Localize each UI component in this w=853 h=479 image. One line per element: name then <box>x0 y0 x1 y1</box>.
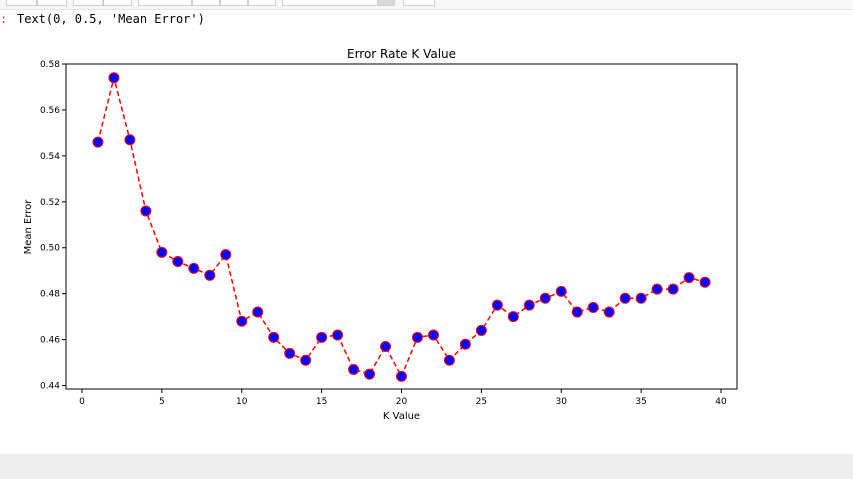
data-point-k-31 <box>571 306 583 318</box>
x-tick-label: 35 <box>635 397 646 407</box>
data-point-k-21 <box>411 331 423 343</box>
x-axis-label: K Value <box>383 411 420 422</box>
toolbar-button[interactable] <box>37 0 67 6</box>
x-tick-label: 20 <box>396 397 408 407</box>
data-point-k-30 <box>555 285 567 297</box>
data-point-k-9 <box>220 249 232 261</box>
y-tick-label: 0.56 <box>40 106 60 116</box>
data-point-k-37 <box>667 283 679 295</box>
data-point-k-10 <box>236 315 248 327</box>
data-point-k-19 <box>380 341 392 353</box>
toolbar-button[interactable] <box>403 0 435 6</box>
toolbar-button[interactable] <box>6 0 37 6</box>
data-point-k-34 <box>619 292 631 304</box>
toolbar-button[interactable] <box>220 0 248 6</box>
data-point-k-13 <box>284 347 296 359</box>
data-point-k-7 <box>188 262 200 274</box>
data-point-k-26 <box>491 299 503 311</box>
output-text: Text(0, 0.5, 'Mean Error') <box>17 12 205 26</box>
data-point-k-36 <box>651 283 663 295</box>
plot-area <box>65 63 738 390</box>
x-tick-label: 5 <box>159 397 165 407</box>
toolbar-button[interactable] <box>192 0 220 6</box>
x-tick-label: 30 <box>556 397 568 407</box>
data-point-k-16 <box>332 329 344 341</box>
y-tick-label: 0.48 <box>40 290 60 300</box>
data-point-k-4 <box>140 205 152 217</box>
data-point-k-12 <box>268 331 280 343</box>
notebook-bottom-area <box>0 454 853 479</box>
error-rate-chart: Error Rate K Value K Value Mean Error 0 5… <box>23 47 738 422</box>
series-markers <box>92 72 711 382</box>
notebook-toolbar <box>0 0 853 10</box>
data-point-k-6 <box>172 256 184 268</box>
data-point-k-35 <box>635 292 647 304</box>
data-point-k-28 <box>523 299 535 311</box>
toolbar-button[interactable] <box>73 0 103 6</box>
output-prompt: : <box>0 12 8 26</box>
data-point-k-2 <box>108 72 120 84</box>
chart-title: Error Rate K Value <box>347 47 456 61</box>
data-point-k-1 <box>92 136 104 148</box>
x-ticks: 0 5 10 15 20 25 30 35 40 <box>79 389 727 407</box>
toolbar-button[interactable] <box>248 0 276 6</box>
data-point-k-22 <box>427 329 439 341</box>
x-tick-label: 40 <box>715 397 727 407</box>
y-tick-label: 0.54 <box>40 152 60 162</box>
data-point-k-5 <box>156 246 168 258</box>
data-point-k-14 <box>300 354 312 366</box>
data-point-k-20 <box>396 370 407 382</box>
y-ticks: 0.44 0.46 0.48 0.50 0.52 0.54 0.56 0.58 <box>40 60 66 392</box>
cell-type-select[interactable] <box>282 0 395 6</box>
x-tick-label: 10 <box>236 397 248 407</box>
x-tick-label: 0 <box>79 397 85 407</box>
y-tick-label: 0.44 <box>40 382 60 392</box>
data-point-k-15 <box>316 331 328 343</box>
data-point-k-29 <box>539 292 551 304</box>
data-point-k-8 <box>204 269 216 281</box>
data-point-k-24 <box>459 338 471 350</box>
data-point-k-38 <box>683 272 695 284</box>
toolbar-button[interactable] <box>138 0 192 6</box>
y-tick-label: 0.58 <box>40 60 60 70</box>
data-point-k-11 <box>252 306 264 318</box>
data-point-k-27 <box>507 311 519 323</box>
y-tick-label: 0.46 <box>40 336 60 346</box>
y-tick-label: 0.52 <box>40 198 60 208</box>
toolbar-button[interactable] <box>103 0 132 6</box>
data-point-k-33 <box>603 306 615 318</box>
data-point-k-23 <box>443 354 455 366</box>
data-point-k-3 <box>124 134 136 146</box>
chevron-down-icon <box>377 0 394 5</box>
data-point-k-39 <box>699 276 711 288</box>
y-axis-label: Mean Error <box>23 199 34 255</box>
data-point-k-32 <box>587 301 599 313</box>
data-point-k-25 <box>475 324 487 336</box>
x-tick-label: 15 <box>316 397 327 407</box>
x-tick-label: 25 <box>476 397 487 407</box>
y-tick-label: 0.50 <box>40 244 60 254</box>
data-point-k-18 <box>364 368 376 380</box>
data-point-k-17 <box>348 363 360 375</box>
